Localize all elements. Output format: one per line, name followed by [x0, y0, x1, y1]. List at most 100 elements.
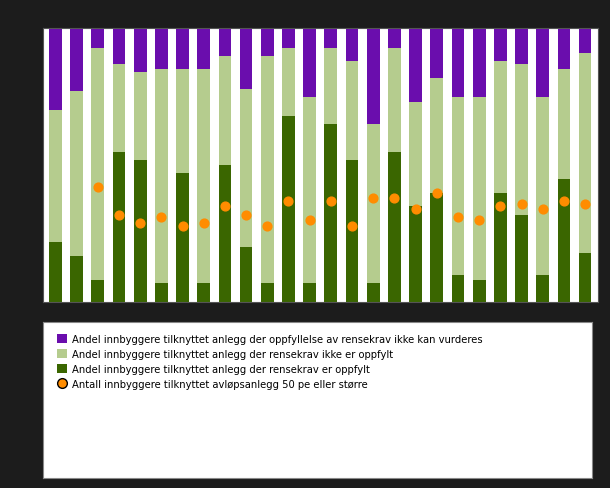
Point: [559, 198, 569, 205]
Bar: [346, 161, 359, 303]
Point: [580, 200, 590, 208]
Bar: [409, 207, 422, 303]
Point: [220, 203, 230, 211]
Bar: [134, 161, 146, 303]
Bar: [113, 65, 125, 152]
Bar: [515, 29, 528, 65]
Point: [178, 222, 187, 230]
Bar: [49, 111, 62, 243]
Point: [390, 195, 400, 203]
Bar: [176, 70, 189, 174]
Bar: [558, 29, 570, 70]
Bar: [282, 117, 295, 303]
Bar: [198, 29, 210, 70]
Bar: [579, 29, 592, 54]
Legend: Andel innbyggere tilknyttet anlegg der oppfyllelse av rensekrav ikke kan vurdere: Andel innbyggere tilknyttet anlegg der o…: [53, 330, 487, 393]
Bar: [92, 48, 104, 281]
Bar: [198, 284, 210, 303]
Bar: [155, 70, 168, 284]
Bar: [494, 29, 507, 62]
Bar: [367, 284, 379, 303]
Point: [517, 200, 526, 208]
Bar: [558, 70, 570, 180]
Bar: [325, 48, 337, 125]
Bar: [240, 89, 253, 248]
Bar: [70, 256, 83, 303]
Bar: [218, 57, 231, 166]
Bar: [303, 98, 316, 284]
Bar: [346, 29, 359, 62]
Bar: [303, 29, 316, 98]
Bar: [536, 29, 549, 98]
Bar: [113, 152, 125, 303]
Bar: [431, 29, 443, 79]
Bar: [536, 275, 549, 303]
Point: [347, 222, 357, 230]
Point: [241, 211, 251, 219]
Bar: [282, 29, 295, 48]
Point: [453, 214, 463, 222]
Bar: [155, 29, 168, 70]
Point: [157, 214, 167, 222]
Bar: [70, 29, 83, 92]
Bar: [494, 193, 507, 303]
Bar: [49, 29, 62, 111]
Bar: [303, 284, 316, 303]
Bar: [261, 284, 274, 303]
Bar: [134, 29, 146, 73]
Bar: [579, 54, 592, 253]
Bar: [388, 152, 401, 303]
Bar: [155, 284, 168, 303]
Point: [411, 206, 420, 214]
Point: [262, 222, 272, 230]
Bar: [451, 98, 464, 275]
Bar: [431, 193, 443, 303]
Bar: [176, 29, 189, 70]
Bar: [409, 29, 422, 103]
Bar: [282, 48, 295, 117]
Bar: [473, 29, 486, 98]
Bar: [325, 29, 337, 48]
Bar: [134, 73, 146, 161]
Bar: [240, 29, 253, 89]
Point: [368, 195, 378, 203]
Bar: [409, 103, 422, 207]
Point: [199, 220, 209, 227]
Bar: [558, 180, 570, 303]
Bar: [367, 29, 379, 125]
Bar: [113, 29, 125, 65]
Bar: [451, 29, 464, 98]
Point: [135, 220, 145, 227]
Bar: [388, 48, 401, 152]
Point: [432, 189, 442, 197]
Point: [114, 211, 124, 219]
Bar: [70, 92, 83, 256]
Bar: [198, 70, 210, 284]
Bar: [451, 275, 464, 303]
Bar: [92, 281, 104, 303]
Bar: [579, 253, 592, 303]
Bar: [515, 215, 528, 303]
Point: [326, 198, 336, 205]
Bar: [218, 166, 231, 303]
Bar: [49, 243, 62, 303]
Bar: [325, 125, 337, 303]
Bar: [240, 248, 253, 303]
Bar: [367, 125, 379, 284]
Bar: [536, 98, 549, 275]
Point: [474, 217, 484, 224]
Bar: [473, 98, 486, 281]
Bar: [494, 62, 507, 193]
Point: [305, 217, 315, 224]
Bar: [218, 29, 231, 57]
Point: [495, 203, 505, 211]
Bar: [431, 79, 443, 193]
Bar: [176, 174, 189, 303]
Bar: [261, 29, 274, 57]
Bar: [515, 65, 528, 215]
Point: [93, 184, 102, 192]
Bar: [261, 57, 274, 284]
Bar: [92, 29, 104, 48]
Bar: [346, 62, 359, 161]
Bar: [473, 281, 486, 303]
